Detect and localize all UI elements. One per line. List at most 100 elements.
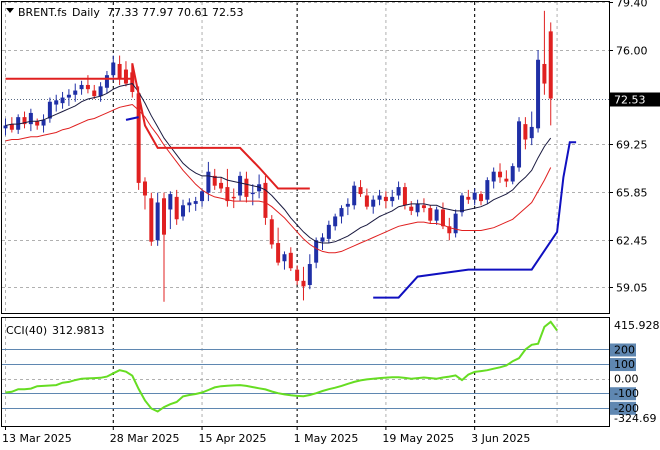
candle-67 [428,205,433,224]
candle-body-22 [142,181,147,196]
cci-tick-label-2: 100 [614,358,635,371]
candle-27 [174,189,179,225]
trailing-stop-low [373,141,577,299]
collapse-triangle-icon[interactable] [6,8,14,13]
candle-38 [244,171,249,203]
candle-12 [79,80,84,95]
candle-body-41 [263,182,268,218]
main-plot [3,10,577,302]
cci-level-box-4 [610,387,636,401]
candle-65 [415,199,420,217]
candle-body-23 [149,198,154,242]
candle-body-1 [9,124,14,130]
candle-85 [542,10,547,95]
candle-body-75 [479,194,483,202]
candle-50 [320,233,325,251]
candle-body-3 [22,117,27,125]
candle-45 [288,247,293,272]
candle-47 [301,266,306,301]
candle-14 [92,84,97,99]
candle-82 [523,117,528,150]
candle-body-36 [231,196,236,199]
candle-body-34 [219,182,224,189]
cci-title: CCI(40) [6,324,47,337]
candle-body-84 [536,59,541,129]
candle-55 [352,181,357,210]
candle-body-24 [155,202,160,241]
header-low: 70.61 [177,6,209,19]
candle-body-82 [523,124,528,140]
candle-body-46 [295,269,300,281]
candle-body-43 [276,243,281,263]
candle-8 [54,94,59,112]
candle-72 [459,192,464,217]
candle-body-78 [498,171,503,178]
candle-body-79 [504,178,509,182]
candle-39 [250,184,255,206]
candle-7 [47,97,52,123]
ma-fast-line [5,83,552,244]
candle-70 [447,217,452,241]
candle-body-60 [383,196,388,202]
candle-78 [498,163,503,183]
candle-6 [41,114,46,133]
last-price-box [610,92,660,107]
candle-48 [307,254,312,290]
candle-19 [123,61,128,87]
candle-52 [333,213,338,231]
candle-84 [536,49,541,133]
candle-body-65 [415,203,420,213]
cci-tick-label-6: -324.69 [614,412,656,425]
candle-46 [295,265,300,286]
candle-body-68 [434,209,439,221]
candle-body-83 [529,126,534,139]
candle-3 [22,111,27,129]
x-tick-label-1: 28 Mar 2025 [110,432,180,445]
candle-33 [212,168,217,190]
candle-68 [434,206,439,225]
candle-body-40 [257,184,262,192]
trailing-stop-low-early [125,116,139,121]
candle-0 [3,118,8,136]
candle-body-19 [123,69,128,84]
candle-body-14 [92,90,97,97]
candle-17 [111,55,116,81]
candle-21 [136,86,141,190]
header-high: 77.97 [142,6,174,19]
candle-body-30 [193,201,198,204]
candle-body-62 [396,187,401,196]
y-tick-label-0: 79.40 [616,0,648,10]
candle-71 [453,209,458,238]
candle-36 [231,188,236,209]
main-plot-frame [1,1,610,314]
candle-body-71 [453,213,458,234]
candle-body-48 [307,264,312,286]
candle-body-61 [390,196,395,202]
x-tick-label-3: 1 May 2025 [294,432,359,445]
candle-body-12 [79,84,84,90]
candle-75 [479,191,483,206]
candle-49 [314,237,319,269]
candle-body-63 [402,187,407,206]
candle-53 [339,205,344,224]
candle-body-57 [364,195,369,207]
candle-body-31 [200,191,205,202]
cci-level-box-5 [610,401,636,415]
candle-76 [485,177,490,204]
candle-body-80 [510,166,515,182]
candle-body-51 [326,224,331,239]
candle-83 [529,111,534,146]
candle-34 [219,177,224,193]
candle-body-73 [466,196,471,200]
cci-tick-label-0: 415.928 [614,319,660,332]
candle-28 [181,199,186,221]
candle-body-67 [428,208,433,221]
candle-body-26 [168,194,173,210]
candle-35 [225,168,230,207]
y-tick-label-3: 69.25 [616,139,648,152]
candle-58 [371,195,376,214]
candle-body-10 [66,94,71,98]
candle-body-7 [47,101,52,119]
header-open: 77.33 [107,6,139,19]
cci-tick-label-5: -200 [614,402,639,415]
